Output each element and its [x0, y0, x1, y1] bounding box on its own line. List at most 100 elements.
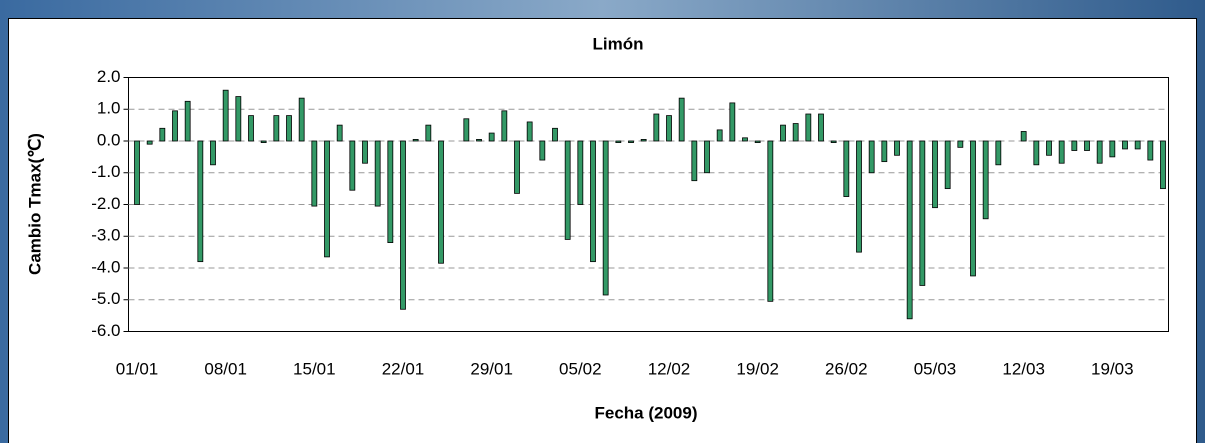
bar — [894, 140, 900, 156]
x-tick-label: 08/01 — [204, 359, 247, 378]
bar — [716, 129, 723, 142]
bar — [944, 140, 951, 190]
bar — [1147, 140, 1154, 161]
bar — [602, 140, 609, 296]
bar — [260, 140, 267, 143]
bar — [792, 123, 799, 142]
bar — [919, 140, 926, 286]
bar — [564, 140, 571, 240]
y-tick-label: -4.0 — [91, 257, 120, 276]
x-tick-label: 05/02 — [559, 359, 602, 378]
x-tick-label: 05/03 — [914, 359, 957, 378]
bar — [868, 140, 875, 174]
bar — [526, 121, 533, 142]
y-tick-label: -5.0 — [91, 289, 120, 308]
bar — [1109, 140, 1116, 158]
bar — [197, 140, 204, 263]
bar — [172, 110, 178, 142]
bar — [349, 140, 356, 191]
bar — [1020, 131, 1027, 142]
x-tick-label: 12/02 — [648, 359, 691, 378]
bar — [134, 140, 140, 205]
bar — [577, 140, 584, 205]
bar — [881, 140, 888, 163]
bar — [501, 110, 508, 142]
bar — [374, 140, 381, 207]
bar — [184, 100, 191, 142]
bar — [932, 140, 938, 209]
bar — [336, 124, 343, 142]
bar — [1058, 140, 1065, 164]
bar — [1046, 140, 1052, 156]
bar — [957, 140, 964, 148]
x-tick-label: 15/01 — [293, 359, 336, 378]
bar — [590, 140, 596, 263]
bar — [856, 140, 862, 253]
bar — [729, 102, 736, 142]
bar — [754, 140, 761, 143]
bar — [653, 113, 660, 142]
x-tick-label: 19/02 — [736, 359, 779, 378]
bar — [982, 140, 989, 220]
y-tick-label: -6.0 — [91, 321, 120, 340]
x-tick-label: 01/01 — [116, 359, 159, 378]
bar — [1071, 140, 1078, 151]
x-tick-label: 19/03 — [1091, 359, 1134, 378]
bar — [742, 137, 748, 142]
x-tick-label: 26/02 — [825, 359, 868, 378]
bar — [286, 115, 292, 142]
bar — [298, 97, 305, 142]
bar — [248, 115, 254, 142]
bar — [438, 140, 444, 264]
bar — [488, 132, 495, 142]
bar — [235, 96, 242, 142]
y-tick-label: 2.0 — [97, 67, 121, 86]
bar — [539, 140, 546, 161]
bar — [476, 139, 482, 142]
bar — [412, 139, 419, 142]
bar — [400, 140, 406, 310]
y-tick-label: 1.0 — [97, 99, 121, 118]
y-tick-label: -1.0 — [91, 162, 120, 181]
bar — [210, 140, 216, 166]
y-tick-label: -2.0 — [91, 194, 120, 213]
bar — [222, 89, 229, 142]
bar — [1033, 140, 1040, 166]
bar — [995, 140, 1002, 166]
x-tick-label: 29/01 — [470, 359, 513, 378]
bar — [666, 115, 672, 142]
bar — [146, 140, 153, 145]
bar — [906, 140, 913, 320]
x-axis-title: Fecha (2009) — [595, 403, 698, 422]
bar — [311, 140, 318, 207]
bar — [830, 140, 837, 143]
bar — [678, 97, 685, 142]
bar — [805, 113, 812, 142]
bar — [780, 124, 786, 142]
bar — [843, 140, 850, 197]
bar — [1134, 140, 1141, 150]
chart-title: Limón — [593, 34, 644, 53]
bar — [704, 140, 710, 174]
bar — [324, 140, 330, 258]
bar — [628, 140, 634, 143]
bar — [970, 140, 976, 277]
bar — [615, 140, 622, 143]
y-tick-label: -3.0 — [91, 226, 120, 245]
bar — [552, 127, 558, 142]
x-tick-label: 12/03 — [1002, 359, 1045, 378]
bar — [1122, 140, 1128, 150]
bar — [1096, 140, 1103, 164]
bar — [767, 140, 774, 302]
bar — [1084, 140, 1090, 151]
bar — [362, 140, 368, 164]
y-axis-title: Cambio Tmax(℃) — [25, 133, 44, 275]
bar — [159, 127, 166, 142]
y-tick-label: 0.0 — [97, 130, 121, 149]
bar — [1160, 140, 1166, 190]
bar — [818, 113, 824, 142]
bar — [273, 115, 280, 142]
bar — [691, 140, 698, 182]
bar — [425, 124, 432, 142]
